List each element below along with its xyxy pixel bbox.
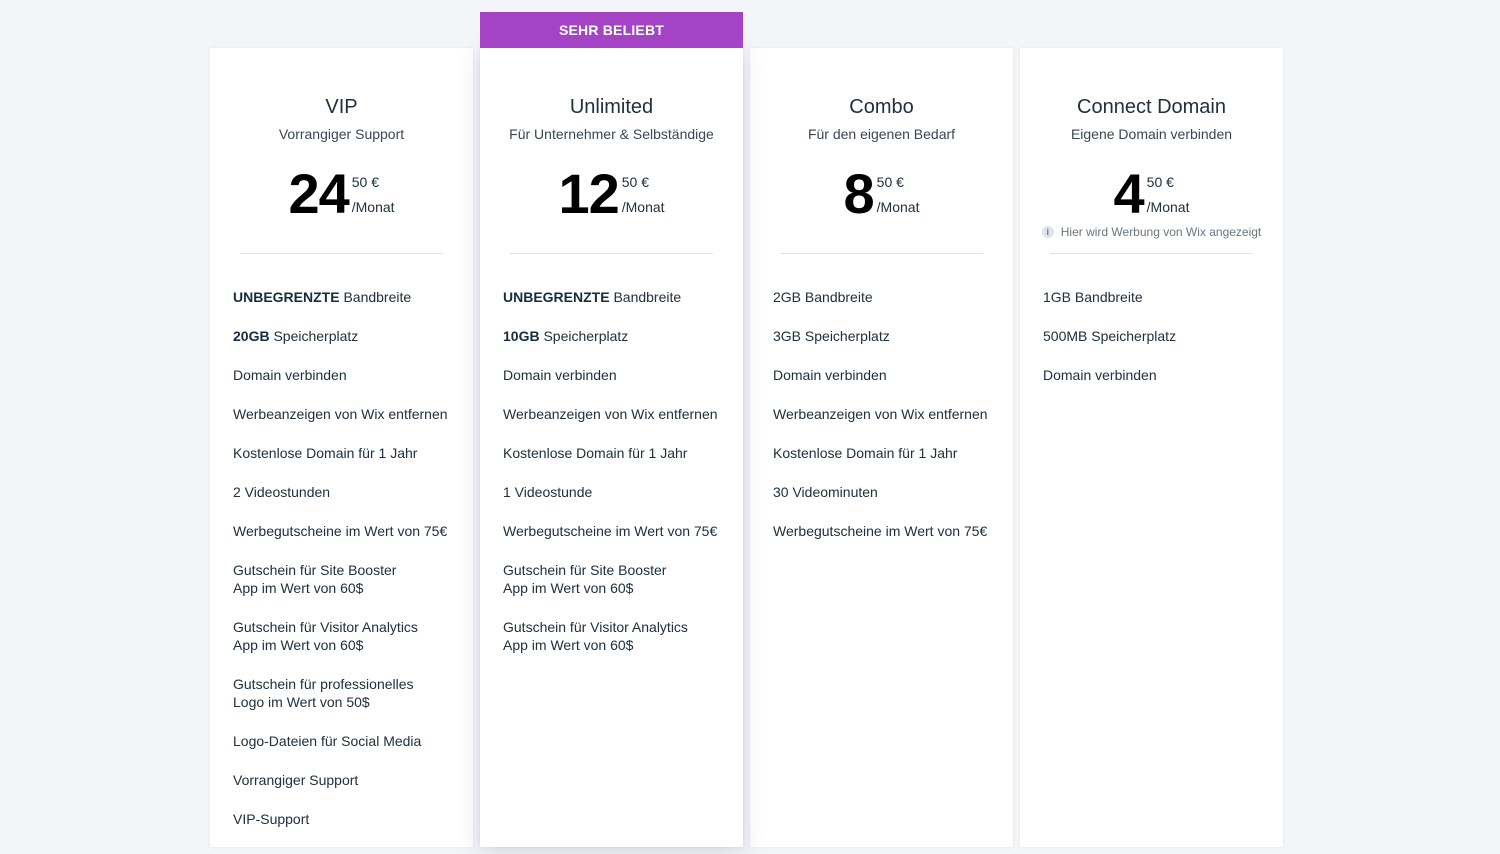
plan-name: Unlimited bbox=[569, 96, 654, 118]
plan-name: Connect Domain bbox=[1077, 96, 1226, 118]
feature-item: Vorrangiger Support bbox=[233, 772, 359, 788]
feature-list: 2GB Bandbreite 3GB Speicherplatz Domain … bbox=[773, 288, 997, 561]
price-detail: 50 € /Monat bbox=[352, 166, 395, 217]
feature-item: Domain verbinden bbox=[1043, 367, 1157, 383]
price-cents: 50 € bbox=[876, 174, 904, 190]
feature-item: Domain verbinden bbox=[503, 367, 617, 383]
price-period: /Monat bbox=[876, 199, 920, 215]
feature-item: Werbeanzeigen von Wix entfernen bbox=[233, 406, 448, 422]
price-detail: 50 € /Monat bbox=[622, 166, 665, 217]
feature-list: UNBEGRENZTE Bandbreite 10GB Speicherplat… bbox=[503, 288, 727, 675]
divider bbox=[240, 253, 443, 254]
feature-list: 1GB Bandbreite 500MB Speicherplatz Domai… bbox=[1043, 288, 1267, 405]
feature-item: 10GB Speicherplatz bbox=[503, 328, 629, 344]
plan-card-unlimited[interactable]: SEHR BELIEBT Unlimited Für Unternehmer &… bbox=[480, 12, 743, 847]
feature-item: 500MB Speicherplatz bbox=[1043, 328, 1177, 344]
feature-item: Gutschein für Visitor Analytics App im We… bbox=[233, 619, 418, 653]
feature-item: 2GB Bandbreite bbox=[773, 289, 873, 305]
price-detail: 50 € /Monat bbox=[1147, 166, 1190, 217]
plan-subtitle: Vorrangiger Support bbox=[278, 126, 405, 142]
feature-item: Gutschein für professionelles Logo im Wer… bbox=[233, 676, 414, 710]
price-cents: 50 € bbox=[1146, 174, 1174, 190]
feature-item: Kostenlose Domain für 1 Jahr bbox=[503, 445, 688, 461]
plan-name: VIP bbox=[325, 96, 358, 118]
feature-item: Gutschein für Site Booster App im Wert vo… bbox=[503, 562, 667, 596]
feature-item: Werbeanzeigen von Wix entfernen bbox=[503, 406, 718, 422]
price-amount: 4 bbox=[1113, 162, 1145, 225]
pricing-plans: VIP Vorrangiger Support 24 50 € /Monat U… bbox=[210, 12, 1283, 847]
plan-price: 12 50 € /Monat bbox=[480, 166, 743, 222]
feature-item: 20GB Speicherplatz bbox=[233, 328, 359, 344]
feature-item: VIP-Support bbox=[233, 811, 310, 827]
feature-item: Gutschein für Visitor Analytics App im We… bbox=[503, 619, 688, 653]
feature-item: Kostenlose Domain für 1 Jahr bbox=[773, 445, 958, 461]
feature-item: 2 Videostunden bbox=[233, 484, 331, 500]
plan-subtitle: Für Unternehmer & Selbständige bbox=[509, 126, 714, 142]
price-period: /Monat bbox=[1146, 199, 1190, 215]
price-cents: 50 € bbox=[351, 174, 379, 190]
feature-list: UNBEGRENZTE Bandbreite 20GB Speicherplat… bbox=[233, 288, 457, 849]
feature-item: Domain verbinden bbox=[233, 367, 347, 383]
plan-card-vip[interactable]: VIP Vorrangiger Support 24 50 € /Monat U… bbox=[210, 48, 473, 847]
price-detail: 50 € /Monat bbox=[877, 166, 920, 217]
info-icon[interactable]: i bbox=[1041, 226, 1054, 238]
feature-item: UNBEGRENZTE Bandbreite bbox=[503, 289, 682, 305]
ad-note: i Hier wird Werbung von Wix angezeigt bbox=[1020, 225, 1283, 239]
divider bbox=[780, 253, 983, 254]
feature-item: 30 Videominuten bbox=[773, 484, 878, 500]
feature-item: Werbegutscheine im Wert von 75€ bbox=[773, 523, 988, 539]
plan-price: 4 50 € /Monat bbox=[1020, 166, 1283, 222]
price-amount: 12 bbox=[558, 162, 619, 225]
feature-item: Kostenlose Domain für 1 Jahr bbox=[233, 445, 418, 461]
feature-item: Werbeanzeigen von Wix entfernen bbox=[773, 406, 988, 422]
ad-note-text: Hier wird Werbung von Wix angezeigt bbox=[1060, 225, 1262, 239]
feature-item: Domain verbinden bbox=[773, 367, 887, 383]
price-period: /Monat bbox=[621, 199, 665, 215]
feature-item: 1 Videostunde bbox=[503, 484, 593, 500]
plan-card-connect-domain[interactable]: Connect Domain Eigene Domain verbinden 4… bbox=[1020, 48, 1283, 847]
feature-item: Werbegutscheine im Wert von 75€ bbox=[233, 523, 448, 539]
price-period: /Monat bbox=[351, 199, 395, 215]
divider bbox=[510, 253, 713, 254]
divider bbox=[1050, 253, 1253, 254]
plan-subtitle: Für den eigenen Bedarf bbox=[807, 126, 956, 142]
feature-item: 1GB Bandbreite bbox=[1043, 289, 1143, 305]
plan-price: 24 50 € /Monat bbox=[210, 166, 473, 222]
feature-item: Werbegutscheine im Wert von 75€ bbox=[503, 523, 718, 539]
plan-subtitle: Eigene Domain verbinden bbox=[1070, 126, 1233, 142]
plan-card-combo[interactable]: Combo Für den eigenen Bedarf 8 50 € /Mon… bbox=[750, 48, 1013, 847]
feature-item: 3GB Speicherplatz bbox=[773, 328, 890, 344]
price-amount: 24 bbox=[288, 162, 349, 225]
feature-item: UNBEGRENZTE Bandbreite bbox=[233, 289, 412, 305]
plan-name: Combo bbox=[849, 96, 914, 118]
plan-price: 8 50 € /Monat bbox=[750, 166, 1013, 222]
feature-item: Logo-Dateien für Social Media bbox=[233, 733, 422, 749]
feature-item: Gutschein für Site Booster App im Wert vo… bbox=[233, 562, 397, 596]
price-amount: 8 bbox=[843, 162, 875, 225]
price-cents: 50 € bbox=[621, 174, 649, 190]
popular-ribbon: SEHR BELIEBT bbox=[480, 12, 743, 48]
